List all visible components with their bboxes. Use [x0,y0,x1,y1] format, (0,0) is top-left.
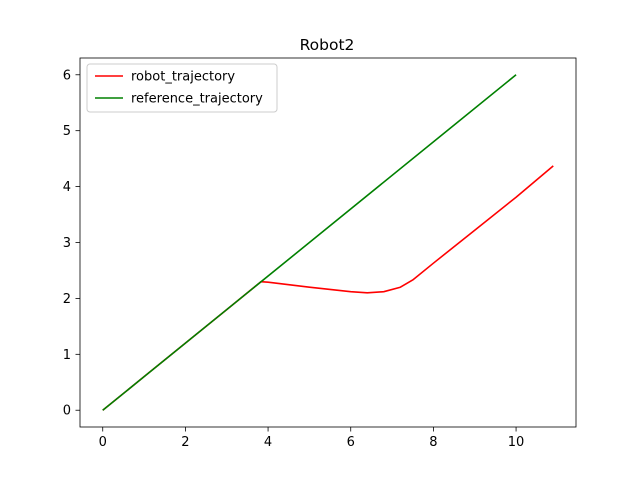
x-tick-label: 2 [181,435,189,450]
legend-label: robot_trajectory [131,70,235,85]
legend-box [86,63,278,113]
x-tick-label: 0 [99,435,107,450]
y-tick-label: 3 [63,236,71,251]
x-axis: 0 2 4 6 8 10 [99,427,525,450]
x-tick-label: 10 [508,435,525,450]
legend-label: reference_trajectory [131,92,263,107]
y-tick-label: 0 [63,404,71,419]
x-tick-label: 4 [264,435,272,450]
series-line-robot-trajectory [102,165,554,411]
y-axis: 0 1 2 3 4 5 6 [63,68,80,419]
series-layer [102,74,554,411]
series-line-reference-trajectory [102,74,517,411]
chart-title: Robot2 [300,36,355,54]
plot-frame [79,57,577,428]
x-tick-label: 8 [429,435,437,450]
y-tick-label: 1 [63,348,71,363]
y-tick-label: 4 [63,180,71,195]
y-tick-label: 2 [63,292,71,307]
x-tick-label: 6 [347,435,355,450]
y-tick-label: 5 [63,124,71,139]
plot-area [79,57,577,428]
y-tick-label: 6 [63,68,71,83]
legend: robot_trajectory reference_trajectory [86,63,278,113]
